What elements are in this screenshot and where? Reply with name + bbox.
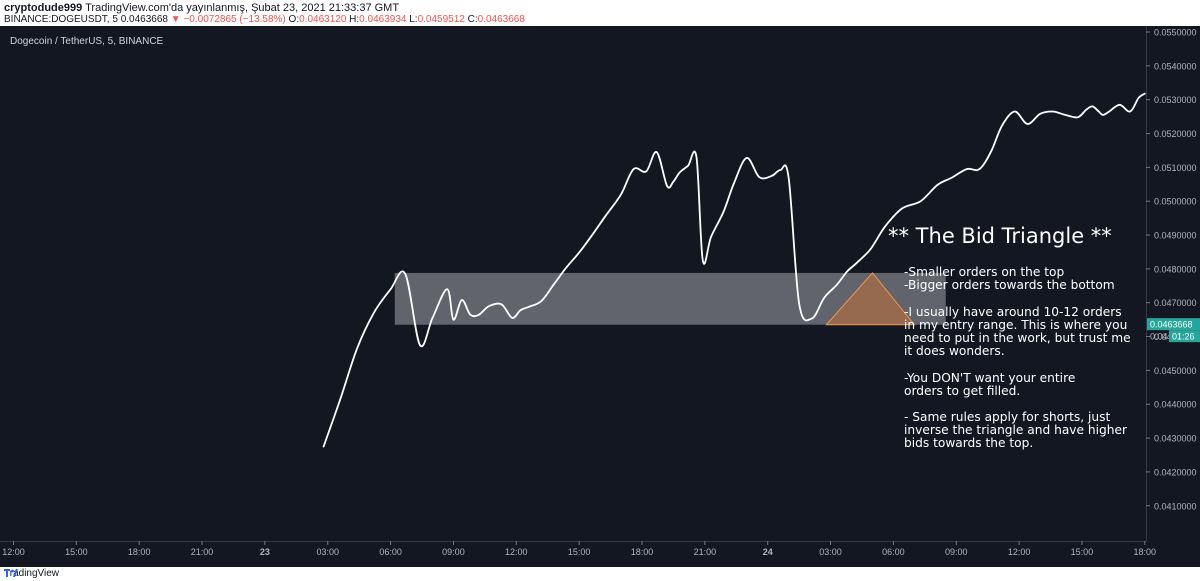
x-tick-label: 12:00 <box>2 547 25 557</box>
last-price: 0.0463668 <box>120 14 168 25</box>
annotation-line: bids towards the top. <box>904 436 1034 451</box>
annotation-title: ** The Bid Triangle ** <box>888 224 1112 248</box>
partial-price-label: 0.04 <box>1150 332 1168 342</box>
y-tick-label: 0.0470000 <box>1154 298 1197 308</box>
x-tick-label: 15:00 <box>568 547 591 557</box>
price-change: −0.0072865 (−13.58%) <box>183 14 286 25</box>
x-tick-label: 09:00 <box>442 547 465 557</box>
annotation-spacer <box>904 358 1131 371</box>
x-tick-label: 12:00 <box>1008 547 1031 557</box>
y-tick-label: 0.0550000 <box>1154 28 1197 38</box>
annotation-spacer <box>904 292 1131 305</box>
y-tick-label: 0.0520000 <box>1154 129 1197 139</box>
x-tick-label: 03:00 <box>316 547 339 557</box>
y-tick-label: 0.0490000 <box>1154 231 1197 241</box>
header-line-2: BINANCE:DOGEUSDT, 5 0.0463668 ▼ −0.00728… <box>4 14 525 25</box>
y-tick-label: 0.0410000 <box>1154 501 1197 511</box>
low-label: L: <box>409 14 418 25</box>
legend-symbol: Dogecoin / TetherUS, 5, BINANCE <box>10 36 164 47</box>
y-tick-label: 0.0450000 <box>1154 366 1197 376</box>
current-price-tag <box>1147 318 1200 331</box>
annotation-line: in my entry range. This is where you <box>904 317 1128 332</box>
annotation-line: -I usually have around 10-12 orders <box>904 304 1122 319</box>
x-tick-label: 18:00 <box>128 547 151 557</box>
bid-triangle <box>825 272 916 326</box>
x-tick-label: 09:00 <box>945 547 968 557</box>
y-tick-label: 0.0540000 <box>1154 61 1197 71</box>
annotation-line: it does wonders. <box>904 344 1005 359</box>
x-tick-label: 21:00 <box>191 547 214 557</box>
x-tick-label: 24 <box>763 547 773 557</box>
down-arrow-icon: ▼ <box>170 14 181 25</box>
y-tick-label: 0.0480000 <box>1154 264 1197 274</box>
x-tick-label: 23 <box>260 547 270 557</box>
low-value: 0.0459512 <box>417 14 465 25</box>
tradingview-icon <box>4 569 18 577</box>
y-tick-label: 0.0530000 <box>1154 95 1197 105</box>
chart-background <box>0 26 1200 567</box>
published-info: TradingView.com'da yayınlanmış, Şubat 23… <box>85 2 400 14</box>
annotation-line: -Smaller orders on the top <box>904 265 1065 279</box>
open-label: O: <box>288 14 300 25</box>
price-line <box>322 92 1146 448</box>
footer-bar: TradingView <box>0 567 1200 581</box>
symbol-interval: BINANCE:DOGEUSDT, 5 <box>4 14 118 25</box>
header-line-1: cryptodude999 TradingView.com'da yayınla… <box>4 2 399 14</box>
high-label: H: <box>349 14 360 25</box>
close-label: C: <box>467 14 478 25</box>
x-tick-label: 21:00 <box>694 547 717 557</box>
author-name[interactable]: cryptodude999 <box>4 2 83 14</box>
x-tick-label: 03:00 <box>819 547 842 557</box>
high-value: 0.0463934 <box>359 14 407 25</box>
y-tick-label: 0.0440000 <box>1154 400 1197 410</box>
annotation-line: - Same rules apply for shorts, just <box>904 410 1111 425</box>
y-tick-label: 0.0430000 <box>1154 434 1197 444</box>
x-tick-label: 06:00 <box>379 547 402 557</box>
x-tick-label: 15:00 <box>65 547 88 557</box>
x-tick-label: 18:00 <box>631 547 654 557</box>
annotation-line: orders to get filled. <box>904 383 1021 398</box>
header-bar: cryptodude999 TradingView.com'da yayınla… <box>0 0 1200 26</box>
countdown-label: 01:26 <box>1172 332 1195 342</box>
chart-area[interactable]: 0.0410000 0.0420000 0.0430000 0.0440000 0.04… <box>0 26 1200 567</box>
countdown-tag <box>1169 330 1200 343</box>
y-tick-label: 0.0500000 <box>1154 197 1197 207</box>
close-value: 0.0463668 <box>477 14 525 25</box>
price-chart[interactable]: 0.0410000 0.0420000 0.0430000 0.0440000 0.04… <box>0 26 1200 567</box>
annotation-line: -You DON'T want your entire <box>904 370 1076 385</box>
annotation-line: need to put in the work, but trust me <box>904 330 1131 345</box>
x-tick-label: 18:00 <box>1134 547 1157 557</box>
annotation-body: -Smaller orders on the top -Bigger orders… <box>904 265 1131 451</box>
y-tick-label: 0.0510000 <box>1154 163 1197 173</box>
current-price-label: 0.0463668 <box>1150 320 1193 330</box>
tradingview-label: TradingView <box>4 568 60 579</box>
x-tick-label: 12:00 <box>505 547 528 557</box>
x-tick-label: 06:00 <box>882 547 905 557</box>
annotation-line: inverse the triangle and have higher <box>904 423 1127 438</box>
x-tick-label: 15:00 <box>1071 547 1094 557</box>
annotation-line: -Bigger orders towards the bottom <box>904 278 1115 293</box>
y-tick-label: 0.0420000 <box>1154 467 1197 477</box>
open-value: 0.0463120 <box>299 14 347 25</box>
tradingview-logo[interactable]: TradingView <box>4 568 59 579</box>
